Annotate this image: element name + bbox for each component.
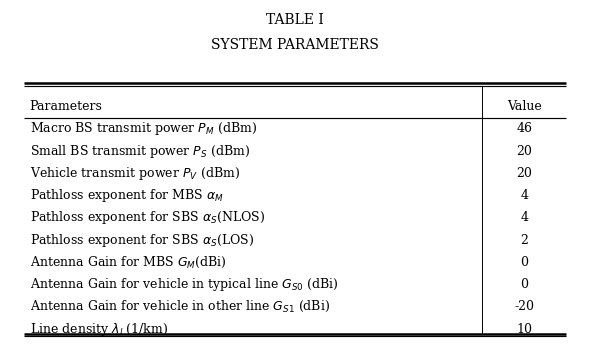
Text: 4: 4 [520,189,528,202]
Text: Small BS transmit power $P_S$ (dBm): Small BS transmit power $P_S$ (dBm) [30,143,250,159]
Text: Line density $\lambda_l$ (1/km): Line density $\lambda_l$ (1/km) [30,320,168,338]
Text: Antenna Gain for vehicle in typical line $G_{S0}$ (dBi): Antenna Gain for vehicle in typical line… [30,276,338,293]
Text: -20: -20 [514,300,535,313]
Text: Antenna Gain for MBS $G_M$(dBi): Antenna Gain for MBS $G_M$(dBi) [30,255,227,270]
Text: Macro BS transmit power $P_M$ (dBm): Macro BS transmit power $P_M$ (dBm) [30,120,257,137]
Text: 0: 0 [520,256,528,269]
Text: Parameters: Parameters [30,100,103,113]
Text: 4: 4 [520,211,528,224]
Text: TABLE I: TABLE I [266,13,324,27]
Text: 20: 20 [516,167,532,180]
Text: Antenna Gain for vehicle in other line $G_{S1}$ (dBi): Antenna Gain for vehicle in other line $… [30,299,330,314]
Text: SYSTEM PARAMETERS: SYSTEM PARAMETERS [211,38,379,52]
Text: Pathloss exponent for MBS $\alpha_M$: Pathloss exponent for MBS $\alpha_M$ [30,187,224,204]
Text: 46: 46 [516,122,532,135]
Text: 20: 20 [516,144,532,158]
Text: Value: Value [507,100,542,113]
Text: 10: 10 [516,323,532,336]
Text: 0: 0 [520,278,528,291]
Text: 2: 2 [520,234,528,247]
Text: Vehicle transmit power $P_V$ (dBm): Vehicle transmit power $P_V$ (dBm) [30,165,240,182]
Text: Pathloss exponent for SBS $\alpha_S$(LOS): Pathloss exponent for SBS $\alpha_S$(LOS… [30,231,254,248]
Text: Pathloss exponent for SBS $\alpha_S$(NLOS): Pathloss exponent for SBS $\alpha_S$(NLO… [30,209,265,226]
